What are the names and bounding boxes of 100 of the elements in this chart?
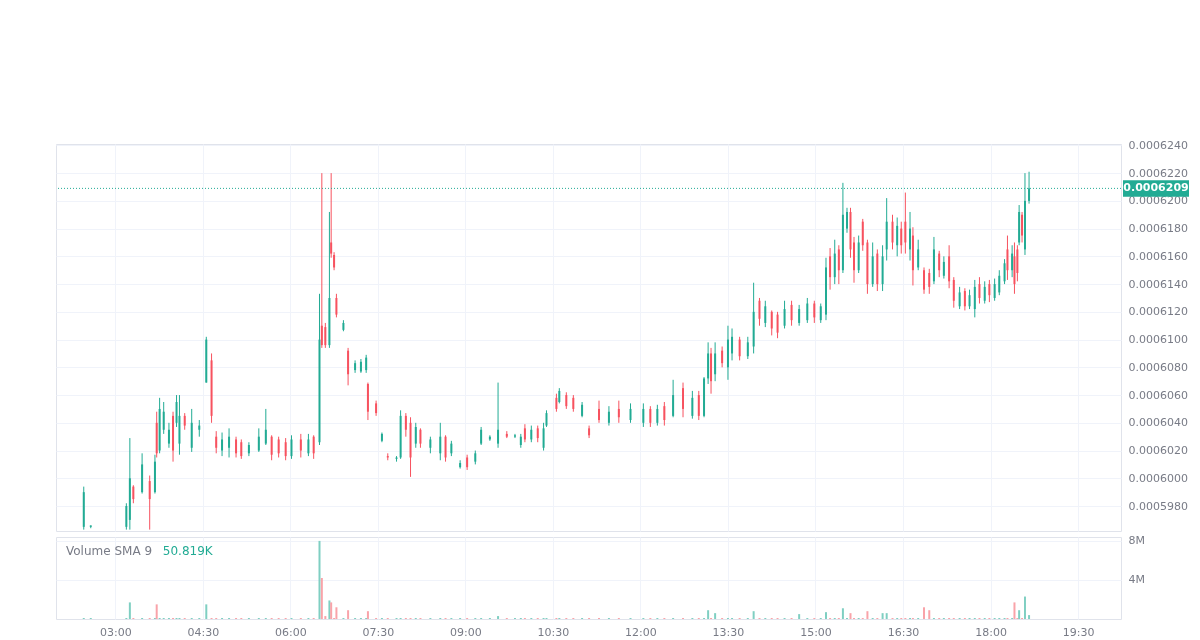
- candlestick: [324, 322, 327, 349]
- candlestick: [663, 401, 666, 427]
- candlestick: [607, 405, 610, 427]
- candlestick: [928, 268, 931, 295]
- y-tick-label: 0.0006080: [1128, 360, 1188, 374]
- candlestick: [270, 434, 273, 461]
- candlestick: [829, 247, 832, 291]
- x-tick-label: 07:30: [362, 625, 395, 639]
- x-tick-label: 12:00: [625, 625, 657, 639]
- candlestick: [617, 400, 620, 424]
- candlestick: [942, 255, 945, 280]
- bar: [928, 610, 931, 619]
- y-tick-label: 0.0006000: [1128, 471, 1188, 485]
- x-tick-label: 06:00: [274, 625, 307, 639]
- x-tick-label: 15:00: [800, 625, 832, 639]
- candlestick: [277, 436, 280, 458]
- candlestick: [806, 297, 809, 324]
- x-tick-label: 03:00: [99, 625, 132, 639]
- candlestick: [896, 217, 899, 257]
- bar: [714, 613, 717, 619]
- bar: [366, 611, 369, 619]
- candlestick: [770, 309, 773, 336]
- bar: [1018, 610, 1021, 619]
- bar: [318, 540, 321, 619]
- candlestick: [691, 390, 694, 420]
- candlestick: [983, 280, 986, 305]
- y-tick-label: 4M: [1128, 573, 1145, 587]
- candlestick: [682, 382, 685, 418]
- candlestick: [307, 433, 310, 457]
- y-tick-label: 0.0006100: [1128, 333, 1188, 347]
- candlestick: [891, 214, 894, 250]
- candlestick: [783, 300, 786, 329]
- bar: [320, 578, 323, 619]
- bar: [923, 607, 926, 619]
- bar: [335, 607, 338, 619]
- bar: [347, 610, 350, 619]
- candlestick: [1003, 258, 1006, 285]
- candlestick: [264, 408, 267, 446]
- candlestick: [228, 427, 231, 458]
- candlestick: [904, 192, 907, 255]
- candlestick: [167, 422, 170, 449]
- y-tick-label: 0.0006120: [1128, 305, 1188, 319]
- candlestick: [776, 311, 779, 339]
- candlestick: [938, 250, 941, 278]
- y-tick-label: 0.0006020: [1128, 444, 1188, 458]
- x-tick-label: 04:30: [187, 625, 220, 639]
- candlestick: [439, 422, 442, 461]
- candlestick: [672, 379, 675, 418]
- candlestick: [853, 236, 855, 284]
- candlestick: [978, 276, 981, 305]
- candlestick: [347, 347, 350, 386]
- candlestick: [419, 427, 422, 449]
- candlestick: [988, 279, 991, 303]
- x-tick-label: 09:00: [450, 625, 482, 639]
- bar: [752, 611, 755, 619]
- candlestick: [642, 402, 645, 428]
- candlestick: [798, 304, 801, 327]
- candlestick: [909, 211, 912, 262]
- candlestick: [132, 484, 135, 504]
- candlestick: [900, 221, 903, 255]
- x-tick-label: 10:30: [537, 625, 570, 639]
- bar: [155, 604, 158, 619]
- y-tick-label: 0.0006140: [1128, 277, 1188, 291]
- candlestick: [790, 300, 793, 327]
- candlestick: [497, 382, 500, 449]
- candlestick: [758, 297, 761, 327]
- y-tick-label: 0.0005980: [1128, 499, 1188, 513]
- ref-line-label: 0.0006209: [1123, 181, 1189, 195]
- y-tick-label: 8M: [1128, 534, 1145, 548]
- candlestick: [998, 269, 1001, 296]
- candlestick: [414, 422, 417, 449]
- candlestick: [746, 336, 749, 360]
- x-tick-label: 16:30: [887, 625, 920, 639]
- y-tick-label: 0.0006180: [1128, 222, 1188, 236]
- candlestick: [649, 405, 652, 428]
- bar: [128, 602, 131, 619]
- candlestick: [162, 401, 165, 435]
- candlestick: [459, 459, 462, 470]
- candlestick: [1021, 211, 1024, 243]
- candlestick: [354, 359, 357, 374]
- candlestick: [629, 402, 632, 424]
- candlestick: [513, 433, 516, 439]
- candlestick: [235, 436, 238, 458]
- x-tick-label: 13:30: [712, 625, 745, 639]
- candlestick: [973, 279, 976, 318]
- y-tick-label: 0.0006240: [1128, 138, 1188, 152]
- x-tick-label: 18:00: [975, 625, 1007, 639]
- bar: [798, 614, 801, 619]
- candlestick: [963, 287, 966, 311]
- candlestick: [598, 400, 600, 424]
- candlestick: [968, 289, 971, 310]
- candlestick: [312, 434, 315, 460]
- candlestick: [555, 393, 558, 413]
- y-tick-label: 0.0006200: [1128, 194, 1188, 208]
- candlestick: [917, 239, 920, 271]
- candlestick: [125, 502, 128, 531]
- candlestick: [284, 437, 287, 461]
- bar: [866, 611, 869, 619]
- annotation: Volume SMA 9: [66, 544, 153, 558]
- candlestick: [444, 434, 447, 463]
